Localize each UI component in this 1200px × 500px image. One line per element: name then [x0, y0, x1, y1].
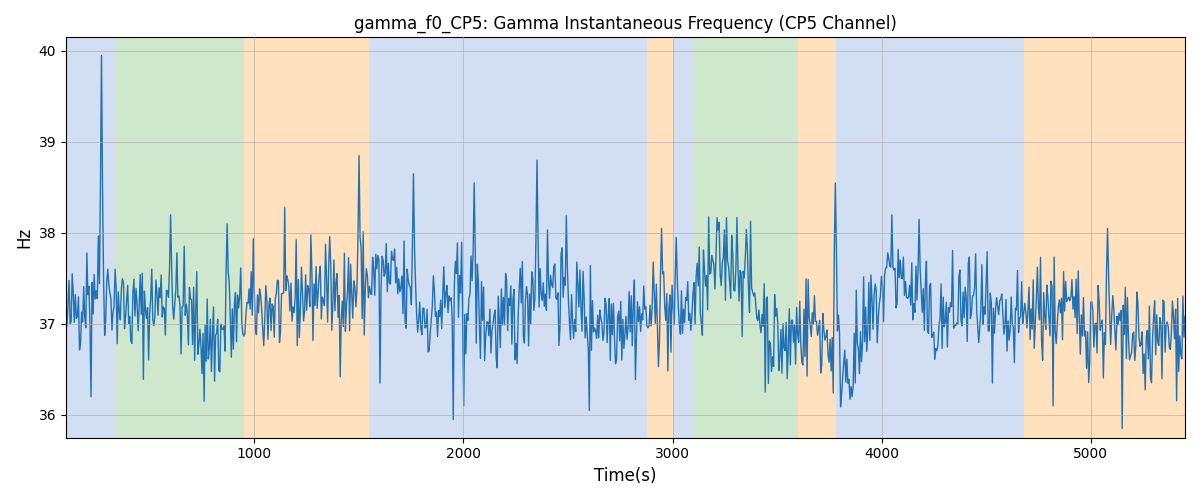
Bar — [648, 38, 672, 438]
Bar — [694, 38, 798, 438]
X-axis label: Time(s): Time(s) — [594, 467, 656, 485]
Bar — [370, 38, 648, 438]
Bar — [1024, 38, 1186, 438]
Bar — [835, 38, 1024, 438]
Bar — [244, 38, 370, 438]
Y-axis label: Hz: Hz — [16, 227, 34, 248]
Bar — [66, 38, 116, 438]
Bar — [672, 38, 694, 438]
Bar — [798, 38, 835, 438]
Title: gamma_f0_CP5: Gamma Instantaneous Frequency (CP5 Channel): gamma_f0_CP5: Gamma Instantaneous Freque… — [354, 15, 896, 34]
Bar — [116, 38, 244, 438]
